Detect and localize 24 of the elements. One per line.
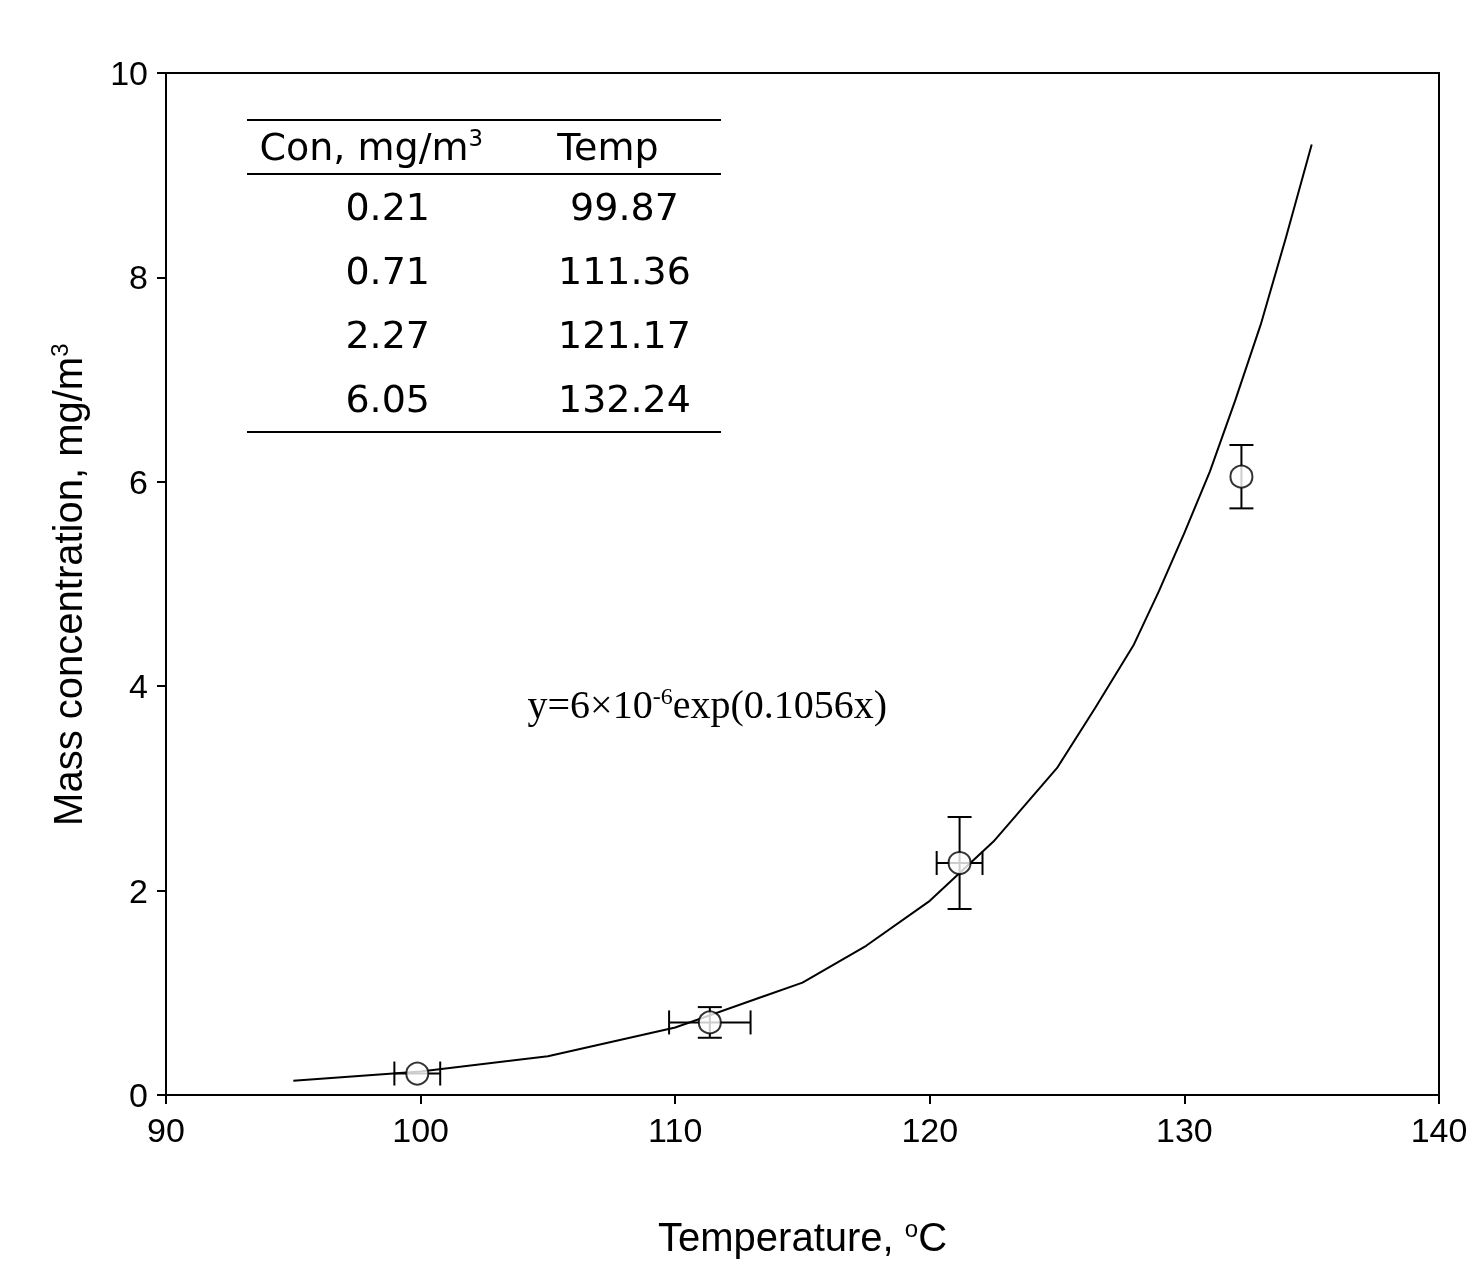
- y-tick-label: 4: [129, 667, 148, 706]
- annotation: 99.87: [569, 184, 680, 231]
- annotation: Con, mg/m$^{3}$: [247, 119, 528, 174]
- x-tick-label: 130: [1156, 1111, 1213, 1149]
- annotation: y=6×10$^{-6}$exp(0.1056x): [527, 681, 888, 729]
- x-axis-title: Temperature, $^{o}$C: [658, 1215, 948, 1261]
- y-tick-label: 2: [129, 871, 148, 910]
- annotation: 132.24: [556, 376, 692, 423]
- y-tick-label: 10: [110, 54, 148, 92]
- annotation: Temp: [527, 119, 721, 174]
- y-tick-label: 0: [129, 1076, 148, 1114]
- y-tick-label: 6: [129, 462, 148, 501]
- annotation: 121.17: [556, 312, 692, 359]
- x-tick-label: 90: [147, 1111, 185, 1149]
- annotation: 2.27: [344, 312, 431, 359]
- x-tick-label: 120: [901, 1111, 959, 1149]
- annotation: 6.05: [344, 376, 431, 423]
- annotation: 0.71: [344, 248, 431, 295]
- y-tick-label: 8: [129, 258, 148, 297]
- annotation: 0.21: [344, 184, 431, 231]
- x-tick-label: 140: [1410, 1111, 1468, 1149]
- x-tick-label: 100: [392, 1111, 449, 1149]
- annotation: 111.36: [556, 248, 692, 295]
- x-tick-label: 110: [648, 1111, 703, 1149]
